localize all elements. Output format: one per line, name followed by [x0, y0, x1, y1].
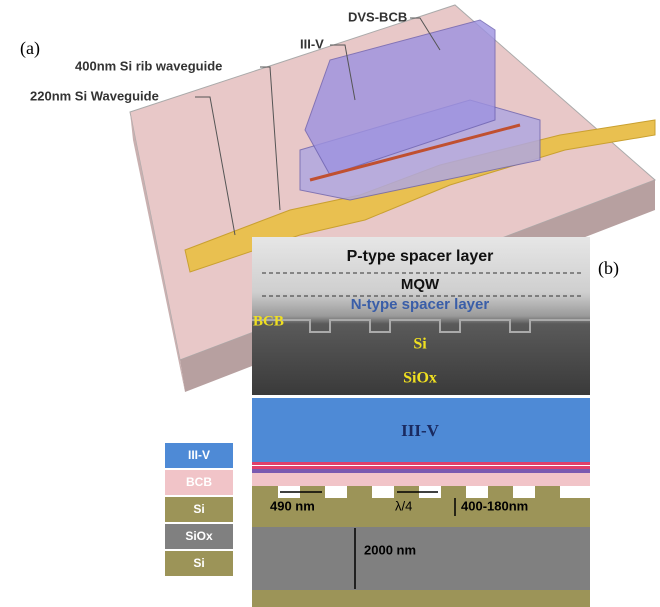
legend-swatch — [165, 470, 233, 495]
legend-label: Si — [193, 556, 204, 570]
layer-iii-v — [252, 398, 590, 462]
layer-label: III-V — [401, 421, 440, 440]
dim-label: 2000 nm — [364, 542, 416, 557]
callout-line — [330, 44, 356, 101]
gain-stripe — [309, 123, 521, 182]
sem-label: BCB — [253, 313, 284, 329]
legend-swatch — [165, 497, 233, 522]
dim-label: λ/4 — [395, 498, 412, 513]
box-side — [130, 112, 185, 392]
legend-label: Si — [193, 502, 204, 516]
callout: DVS-BCB — [348, 9, 407, 24]
callout: 220nm Si Waveguide — [30, 88, 159, 103]
callout: 400nm Si rib waveguide — [75, 58, 222, 73]
callout: III-V — [300, 36, 324, 51]
grating — [252, 319, 590, 333]
legend-swatch — [165, 551, 233, 576]
callout-line — [410, 17, 441, 51]
dim-label: 400-180nm — [461, 498, 528, 513]
sem-label: N-type spacer layer — [351, 296, 490, 313]
callout-line — [260, 66, 281, 211]
legend-label: BCB — [186, 475, 212, 489]
sem-label: SiOx — [403, 370, 437, 387]
legend-label: SiOx — [185, 529, 213, 543]
layer-mqw — [252, 466, 590, 469]
sem-label: P-type spacer layer — [347, 248, 494, 265]
legend-swatch — [165, 443, 233, 468]
layer-substrate — [252, 590, 590, 607]
layer-si — [252, 486, 590, 527]
legend-label: III-V — [188, 448, 210, 462]
dim-label: 490 nm — [270, 498, 315, 513]
layer-n — [252, 469, 590, 473]
panel-label: (b) — [598, 258, 619, 279]
panel-label: (a) — [20, 38, 40, 59]
layer-bcb — [252, 473, 590, 486]
sem-label: Si — [413, 336, 427, 353]
callout-line — [195, 96, 236, 236]
layer-mqw — [252, 462, 590, 465]
sem-label: MQW — [401, 276, 440, 293]
sem-image — [252, 237, 590, 395]
layer-siox — [252, 527, 590, 590]
legend-swatch — [165, 524, 233, 549]
